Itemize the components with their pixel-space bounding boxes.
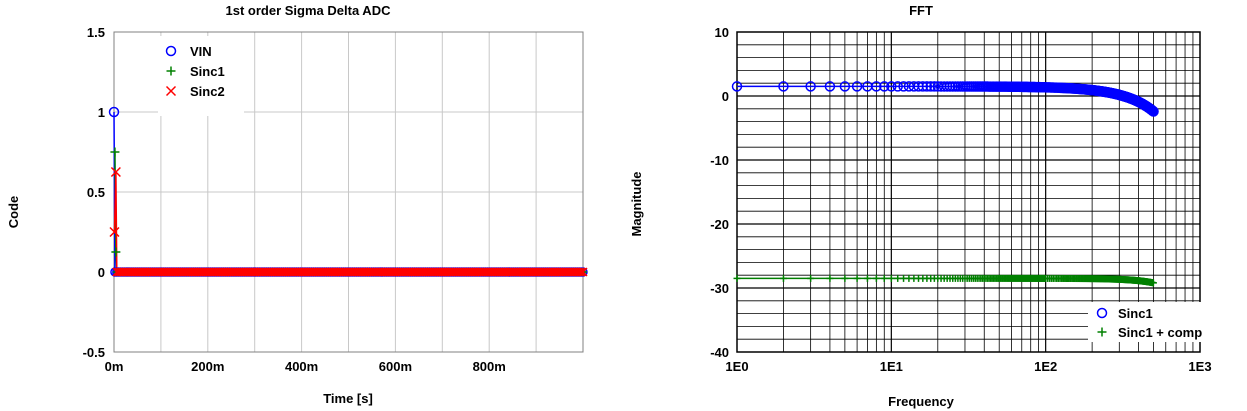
left-legend-box	[158, 36, 244, 116]
right-x-axis-label: Frequency	[888, 394, 955, 409]
left-y-tick-label: -0.5	[83, 345, 105, 360]
left-y-axis-label: Code	[6, 196, 21, 229]
right-data-point	[872, 274, 880, 282]
right-y-tick-label: 10	[715, 25, 729, 40]
left-data-point	[109, 226, 120, 238]
left-data-point-b	[109, 226, 120, 238]
left-x-tick-label: 800m	[473, 359, 506, 374]
left-y-tick-label: 1	[98, 105, 105, 120]
left-legend-marker-sinc2-b	[165, 85, 177, 97]
right-legend-label-sinc1-comp: Sinc1 + comp	[1118, 325, 1202, 340]
right-data-point	[778, 81, 789, 92]
left-data-point	[110, 166, 121, 178]
right-chart-title: FFT	[909, 3, 933, 18]
right-tick-labels: 1E0 1E1 1E2 1E3 -40 -30 -20 -10 0 10	[710, 25, 1211, 374]
left-data-point	[574, 267, 584, 277]
left-data-point-b	[574, 267, 584, 277]
left-series-markers-sinc2	[109, 166, 588, 277]
right-data-point	[886, 81, 897, 92]
right-data-point	[898, 81, 909, 92]
right-data-point	[826, 274, 834, 282]
right-data-point	[805, 81, 816, 92]
left-x-axis-label: Time [s]	[323, 391, 373, 406]
left-legend: VIN Sinc1 Sinc2	[158, 36, 244, 116]
left-x-tick-label: 0m	[105, 359, 124, 374]
right-data-point	[779, 274, 787, 282]
right-data-point	[807, 274, 815, 282]
left-data-point	[576, 267, 586, 277]
right-x-tick-label: 1E1	[880, 359, 903, 374]
right-data-point	[871, 81, 882, 92]
right-data-point	[944, 81, 956, 92]
left-tick-labels: 0m 200m 400m 600m 800m -0.5 0 0.5 1 1.5	[83, 25, 506, 374]
right-data-point	[1149, 279, 1157, 287]
right-data-marks	[731, 81, 1159, 287]
right-legend-marker-sinc1-comp	[1097, 327, 1107, 337]
right-data-point	[921, 81, 933, 92]
left-x-tick-label: 600m	[379, 359, 412, 374]
left-y-tick-label: 1.5	[87, 25, 105, 40]
right-data-point	[887, 274, 895, 282]
left-data-point-b	[576, 267, 586, 277]
left-legend-marker-sinc1	[166, 66, 176, 76]
left-y-tick-label: 0	[98, 265, 105, 280]
right-legend-label-sinc1: Sinc1	[1118, 306, 1153, 321]
right-data-point	[824, 81, 836, 92]
right-series-sinc1	[731, 81, 1159, 117]
left-x-tick-label: 200m	[191, 359, 224, 374]
left-y-tick-label: 0.5	[87, 185, 105, 200]
left-data-point	[110, 147, 120, 157]
right-y-tick-label: -40	[710, 345, 729, 360]
right-x-tick-label: 1E0	[725, 359, 748, 374]
right-data-point	[892, 81, 903, 92]
right-y-tick-label: 0	[722, 89, 729, 104]
left-data-point	[111, 247, 121, 257]
right-data-point	[851, 81, 863, 92]
right-y-axis-label: Magnitude	[629, 172, 644, 237]
right-data-point	[925, 81, 936, 92]
right-data-point	[929, 81, 940, 92]
left-legend-label-vin: VIN	[190, 44, 212, 59]
right-plot-frame	[736, 31, 1201, 353]
right-x-tick-label: 1E2	[1034, 359, 1057, 374]
right-data-point	[880, 274, 888, 282]
right-data-point	[879, 81, 890, 92]
right-y-tick-label: -10	[710, 153, 729, 168]
right-data-point	[731, 81, 743, 92]
fft-chart: FFT 1E0 1E1 1E2 1E3 -40 -30 -20 -10 0 10 Frequenc…	[629, 3, 1212, 409]
left-legend-label-sinc2: Sinc2	[190, 84, 225, 99]
right-data-point	[863, 274, 871, 282]
right-data-point	[1148, 106, 1159, 117]
time-domain-chart: 1st order Sigma Delta ADC 0m 200m 400m 600m…	[6, 3, 588, 406]
right-data-point	[839, 81, 851, 92]
right-legend: Sinc1 Sinc1 + comp	[1088, 302, 1202, 342]
left-x-tick-label: 400m	[285, 359, 318, 374]
right-y-tick-label: -30	[710, 281, 729, 296]
right-series-sinc1-comp	[733, 274, 1157, 287]
left-data-marks	[108, 106, 588, 277]
right-x-tick-label: 1E3	[1188, 359, 1211, 374]
left-data-point-b	[110, 166, 121, 178]
right-data-point	[733, 274, 741, 282]
left-data-point-b	[578, 267, 588, 277]
left-data-point	[578, 267, 588, 277]
right-data-point	[917, 81, 929, 92]
right-legend-marker-sinc1	[1096, 307, 1108, 319]
right-data-point	[941, 81, 953, 92]
left-legend-marker-sinc2	[165, 85, 177, 97]
right-legend-box	[1088, 302, 1202, 342]
right-y-tick-label: -20	[710, 217, 729, 232]
left-legend-marker-vin	[165, 45, 177, 57]
left-data-point	[108, 106, 120, 118]
right-data-point	[841, 274, 849, 282]
left-legend-label-sinc1: Sinc1	[190, 64, 225, 79]
left-chart-title: 1st order Sigma Delta ADC	[226, 3, 392, 18]
right-data-point	[853, 274, 861, 282]
